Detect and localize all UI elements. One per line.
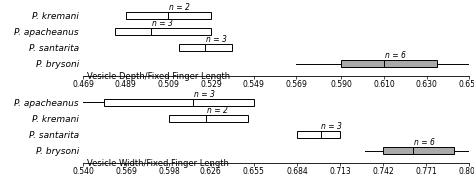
Text: n = 2: n = 2 [207,106,228,115]
Text: n = 3: n = 3 [206,35,227,44]
Text: n = 6: n = 6 [385,51,406,60]
Bar [169,115,248,122]
Text: n = 3: n = 3 [194,90,215,99]
Text: Vesicle Depth/Fixed Finger Length: Vesicle Depth/Fixed Finger Length [87,72,230,81]
Text: n = 6: n = 6 [413,138,434,147]
Bar [383,147,455,154]
Bar [179,44,232,51]
Text: n = 3: n = 3 [321,122,342,131]
Text: Vesicle Width/Fixed Finger Length: Vesicle Width/Fixed Finger Length [87,159,228,168]
Bar [115,28,211,35]
Text: n = 3: n = 3 [152,19,173,28]
Bar [126,12,211,19]
Bar [104,99,254,106]
Text: n = 2: n = 2 [169,3,190,12]
Bar [297,131,340,138]
Bar [341,60,437,67]
